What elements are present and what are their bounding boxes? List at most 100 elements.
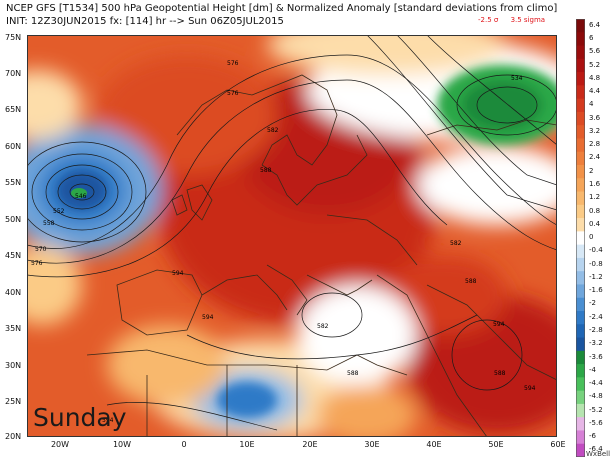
colorbar-label: 4 <box>589 100 594 109</box>
colorbar-swatch <box>576 151 585 166</box>
colorbar-label: 0.8 <box>589 206 601 215</box>
lat-label: 25N <box>5 397 22 406</box>
wxbell-logo: WxBell <box>586 450 611 458</box>
colorbar-label: 5.6 <box>589 47 601 56</box>
colorbar-swatch <box>576 125 585 139</box>
colorbar-swatch <box>576 58 585 73</box>
colorbar-swatch <box>576 430 585 445</box>
contour-label: 546 <box>75 193 87 200</box>
sigma-high-label: 3.5 sigma <box>510 16 546 24</box>
colorbar-label: 5.2 <box>589 60 601 69</box>
lat-label: 30N <box>5 361 22 370</box>
lat-label: 20N <box>5 432 22 441</box>
colorbar-label: 4.8 <box>589 73 601 82</box>
contour-label: 594 <box>102 417 114 424</box>
contour-label: 582 <box>317 323 329 330</box>
colorbar-swatch <box>576 138 585 153</box>
colorbar-label: -0.8 <box>589 259 603 268</box>
colorbar-label: 3.2 <box>589 126 601 135</box>
lon-label: 60E <box>550 440 566 449</box>
colorbar-label: 1.2 <box>589 193 601 202</box>
lon-label: 20W <box>50 440 70 449</box>
colorbar-swatch <box>576 45 585 60</box>
sigma-low-label: -2.5 σ <box>478 16 499 24</box>
contour-label: 588 <box>465 278 477 285</box>
colorbar-label: -2 <box>589 299 596 308</box>
contour-label: 588 <box>494 370 506 377</box>
colorbar-swatch <box>576 443 585 457</box>
colorbar-label: -5.6 <box>589 418 603 427</box>
colorbar-label: -3.2 <box>589 339 603 348</box>
colorbar-swatch <box>576 403 585 418</box>
contour-label: 582 <box>267 127 279 134</box>
colorbar-label: 3.6 <box>589 113 601 122</box>
colorbar-label: 0 <box>589 233 594 241</box>
colorbar-label: -2.4 <box>589 312 603 321</box>
colorbar-label: 4.4 <box>589 87 601 95</box>
lat-label: 75N <box>5 33 22 42</box>
colorbar-swatch <box>576 178 585 193</box>
contour-label: 534 <box>511 75 523 82</box>
lon-label: 10E <box>239 440 255 449</box>
colorbar-label: 6.4 <box>589 20 601 29</box>
contour-label: 576 <box>31 260 43 267</box>
contour-label: 588 <box>260 167 272 174</box>
colorbar-swatch <box>576 72 585 86</box>
colorbar-label: 6 <box>589 33 594 42</box>
colorbar-label: 2.4 <box>589 153 601 162</box>
colorbar-swatch <box>576 257 585 272</box>
lat-label: 40N <box>5 288 22 297</box>
colorbar-label: -4 <box>589 365 596 374</box>
lat-label: 55N <box>5 178 22 187</box>
lat-label: 50N <box>5 215 22 224</box>
colorbar-swatch <box>576 191 585 206</box>
atlantic-low-core <box>71 188 87 198</box>
contour-label: 594 <box>172 270 184 277</box>
contour-label: 594 <box>493 321 505 328</box>
colorbar-swatch <box>576 231 585 246</box>
colorbar-label: -1.6 <box>589 286 603 295</box>
colorbar-label: 2 <box>589 166 594 175</box>
colorbar-swatch <box>576 417 585 431</box>
contour-label: 594 <box>202 314 214 321</box>
colorbar-swatch <box>576 218 585 232</box>
lat-label: 35N <box>5 324 22 333</box>
colorbar-swatch <box>576 32 585 47</box>
anomaly-map: 576 576 582 588 546 552 558 570 576 594 … <box>27 35 557 437</box>
contour-labels: 576 576 582 588 546 552 558 570 576 594 … <box>31 60 536 424</box>
lat-label: 60N <box>5 142 22 151</box>
colorbar-swatch <box>576 311 585 325</box>
contour-label: 588 <box>347 370 359 377</box>
lon-label: 20E <box>302 440 318 449</box>
colorbar-swatch <box>576 19 585 33</box>
colorbar-swatch <box>576 204 585 219</box>
colorbar-swatch <box>576 244 585 259</box>
colorbar-swatch <box>576 324 585 339</box>
colorbar-swatch <box>576 364 585 378</box>
lat-label: 65N <box>5 105 22 114</box>
colorbar-label: -1.2 <box>589 272 603 281</box>
height-contours <box>27 35 557 431</box>
colorbar-label: -5.2 <box>589 405 603 414</box>
contour-label: 570 <box>35 246 47 253</box>
day-label: Sunday <box>33 403 127 432</box>
colorbar-swatch <box>576 271 585 285</box>
lon-label: 40E <box>426 440 442 449</box>
colorbar-swatch <box>576 98 585 113</box>
colorbar-swatch <box>576 297 585 312</box>
lon-label: 0 <box>181 440 187 449</box>
lon-label: 10W <box>112 440 132 449</box>
contour-label: 594 <box>524 385 536 392</box>
colorbar-label: -0.4 <box>589 246 603 255</box>
lon-label: 50E <box>488 440 504 449</box>
contour-label: 582 <box>450 240 462 247</box>
lat-label: 70N <box>5 69 22 78</box>
lon-label: 30E <box>364 440 380 449</box>
contour-label: 552 <box>53 208 65 215</box>
colorbar-swatch <box>576 377 585 392</box>
colorbar-label: 1.6 <box>589 179 601 188</box>
contour-label: 558 <box>43 220 55 227</box>
contour-label: 576 <box>227 90 239 97</box>
colorbar-label: 0.4 <box>589 219 601 228</box>
colorbar-label: -4.4 <box>589 379 603 387</box>
